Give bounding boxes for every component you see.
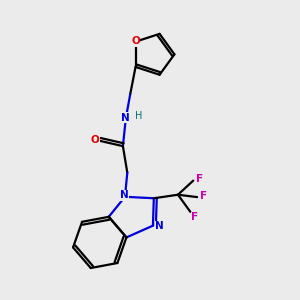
Text: F: F	[196, 174, 203, 184]
Text: F: F	[200, 191, 207, 202]
Text: F: F	[191, 212, 199, 222]
Text: O: O	[131, 36, 140, 46]
Text: H: H	[134, 111, 142, 121]
Text: N: N	[120, 190, 129, 200]
Text: O: O	[90, 135, 99, 145]
Text: N: N	[155, 221, 164, 231]
Text: N: N	[121, 112, 130, 123]
